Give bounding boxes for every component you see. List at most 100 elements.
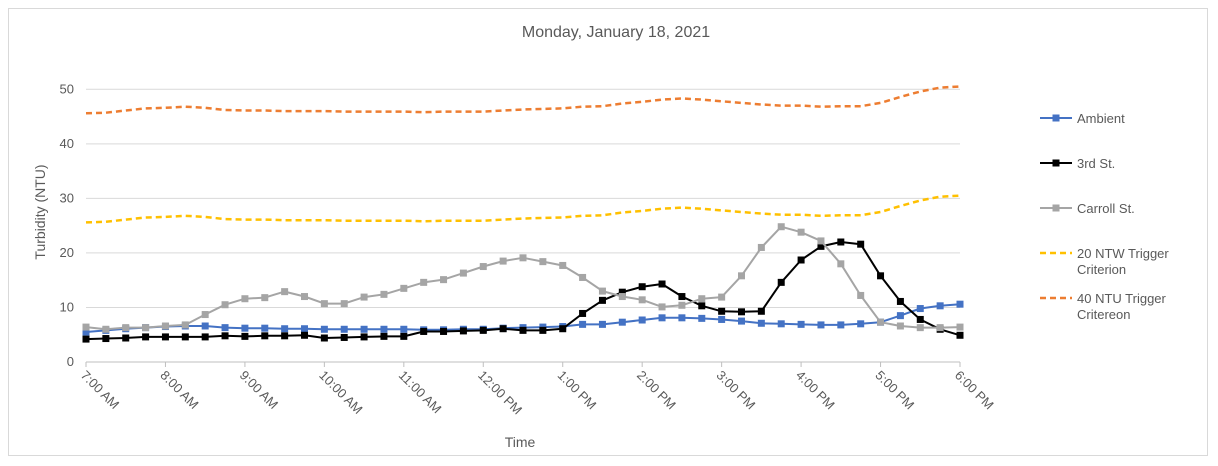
- data-point-ambient: [857, 320, 865, 328]
- data-point-3rd-st: [579, 309, 587, 317]
- data-point-3rd-st: [420, 327, 428, 335]
- data-point-3rd-st: [459, 327, 467, 335]
- data-point-3rd-st: [638, 283, 646, 291]
- data-point-carroll-st: [579, 273, 587, 281]
- data-point-ambient: [221, 324, 229, 332]
- data-point-3rd-st: [678, 293, 686, 301]
- x-tick-label: 4:00 PM: [793, 368, 838, 413]
- data-point-ambient: [201, 322, 209, 330]
- data-point-3rd-st: [658, 280, 666, 288]
- data-point-ambient: [579, 320, 587, 328]
- data-point-3rd-st: [857, 240, 865, 248]
- data-point-carroll-st: [658, 303, 666, 311]
- data-point-ambient: [817, 321, 825, 329]
- data-point-3rd-st: [281, 332, 289, 340]
- data-point-3rd-st: [301, 331, 308, 339]
- data-point-ambient: [241, 324, 249, 332]
- data-point-carroll-st: [241, 295, 249, 303]
- data-point-3rd-st: [777, 278, 785, 286]
- data-point-carroll-st: [420, 278, 428, 286]
- data-point-3rd-st: [718, 307, 726, 315]
- x-tick-label: 12:00 PM: [475, 368, 525, 418]
- data-point-carroll-st: [857, 291, 865, 299]
- y-tick-label: 40: [60, 136, 74, 151]
- data-point-carroll-st: [340, 300, 348, 308]
- data-point-carroll-st: [499, 257, 507, 265]
- data-point-3rd-st: [320, 334, 328, 342]
- legend-marker-ambient: [1052, 114, 1060, 122]
- x-tick-label: 2:00 PM: [634, 368, 679, 413]
- data-point-3rd-st: [916, 315, 924, 323]
- legend-label-20-ntw-trigger-criterion: 20 NTW Trigger: [1077, 246, 1169, 261]
- data-point-3rd-st: [122, 334, 130, 342]
- data-point-carroll-st: [797, 228, 805, 236]
- data-point-ambient: [320, 325, 328, 333]
- x-tick-label: 6:00 PM: [952, 368, 997, 413]
- data-point-ambient: [797, 320, 805, 328]
- y-tick-label: 30: [60, 190, 74, 205]
- data-point-carroll-st: [261, 294, 269, 302]
- data-point-ambient: [777, 320, 785, 328]
- data-point-carroll-st: [738, 272, 745, 280]
- data-point-ambient: [301, 325, 308, 333]
- data-point-carroll-st: [301, 293, 308, 301]
- data-point-3rd-st: [956, 331, 964, 339]
- legend-label-ambient: Ambient: [1077, 111, 1125, 126]
- chart-title: Monday, January 18, 2021: [522, 24, 710, 41]
- data-point-3rd-st: [817, 242, 825, 250]
- legend-label-40-ntu-trigger-critereon: Critereon: [1077, 307, 1130, 322]
- data-point-carroll-st: [519, 254, 527, 262]
- data-point-carroll-st: [122, 324, 130, 332]
- data-point-ambient: [380, 325, 388, 333]
- data-point-carroll-st: [559, 261, 567, 269]
- legend-label-3rd-st: 3rd St.: [1077, 156, 1115, 171]
- data-point-carroll-st: [817, 237, 825, 245]
- data-point-ambient: [261, 324, 269, 332]
- data-point-ambient: [698, 314, 706, 322]
- data-point-ambient: [678, 314, 686, 322]
- y-tick-label: 0: [67, 354, 74, 369]
- x-tick-label: 3:00 PM: [714, 368, 759, 413]
- data-point-ambient: [757, 319, 765, 327]
- data-point-carroll-st: [281, 288, 289, 296]
- data-point-3rd-st: [896, 297, 904, 305]
- data-point-3rd-st: [738, 308, 745, 316]
- data-point-carroll-st: [757, 243, 765, 251]
- data-point-3rd-st: [837, 238, 845, 246]
- data-point-3rd-st: [698, 302, 706, 310]
- data-point-carroll-st: [82, 323, 90, 331]
- y-tick-label: 20: [60, 245, 74, 260]
- data-point-carroll-st: [877, 318, 885, 326]
- gridlines: [85, 88, 961, 367]
- data-point-carroll-st: [201, 311, 209, 319]
- x-tick-label: 7:00 AM: [78, 368, 122, 412]
- data-point-3rd-st: [757, 307, 765, 315]
- data-point-ambient: [896, 312, 904, 320]
- data-point-3rd-st: [380, 332, 388, 340]
- data-point-carroll-st: [360, 293, 368, 301]
- data-point-ambient: [281, 325, 289, 333]
- legend-label-carroll-st: Carroll St.: [1077, 201, 1135, 216]
- x-tick-label: 9:00 AM: [237, 368, 281, 412]
- legend-label-40-ntu-trigger-critereon: 40 NTU Trigger: [1077, 291, 1167, 306]
- data-point-ambient: [400, 325, 408, 333]
- data-point-3rd-st: [400, 332, 408, 340]
- data-point-3rd-st: [598, 296, 606, 304]
- data-point-ambient: [658, 314, 666, 322]
- x-axis-title: Time: [505, 434, 536, 450]
- data-point-carroll-st: [936, 324, 944, 332]
- data-point-carroll-st: [161, 322, 169, 330]
- data-point-carroll-st: [539, 258, 547, 266]
- data-point-carroll-st: [221, 301, 229, 309]
- legend-marker-3rd-st: [1052, 159, 1060, 167]
- data-point-carroll-st: [777, 223, 785, 231]
- y-tick-labels: 0 10 20 30 40 50: [60, 81, 74, 369]
- data-point-ambient: [360, 325, 368, 333]
- data-point-3rd-st: [539, 326, 547, 334]
- data-point-carroll-st: [400, 284, 408, 292]
- series-line-20-ntw-trigger-criterion: [85, 194, 961, 224]
- x-tick-label: 1:00 PM: [555, 368, 600, 413]
- data-point-carroll-st: [618, 293, 626, 301]
- data-point-carroll-st: [320, 300, 328, 308]
- x-tick-labels: 7:00 AM 8:00 AM 9:00 AM 10:00 AM 11:00 AM 12:…: [78, 368, 997, 418]
